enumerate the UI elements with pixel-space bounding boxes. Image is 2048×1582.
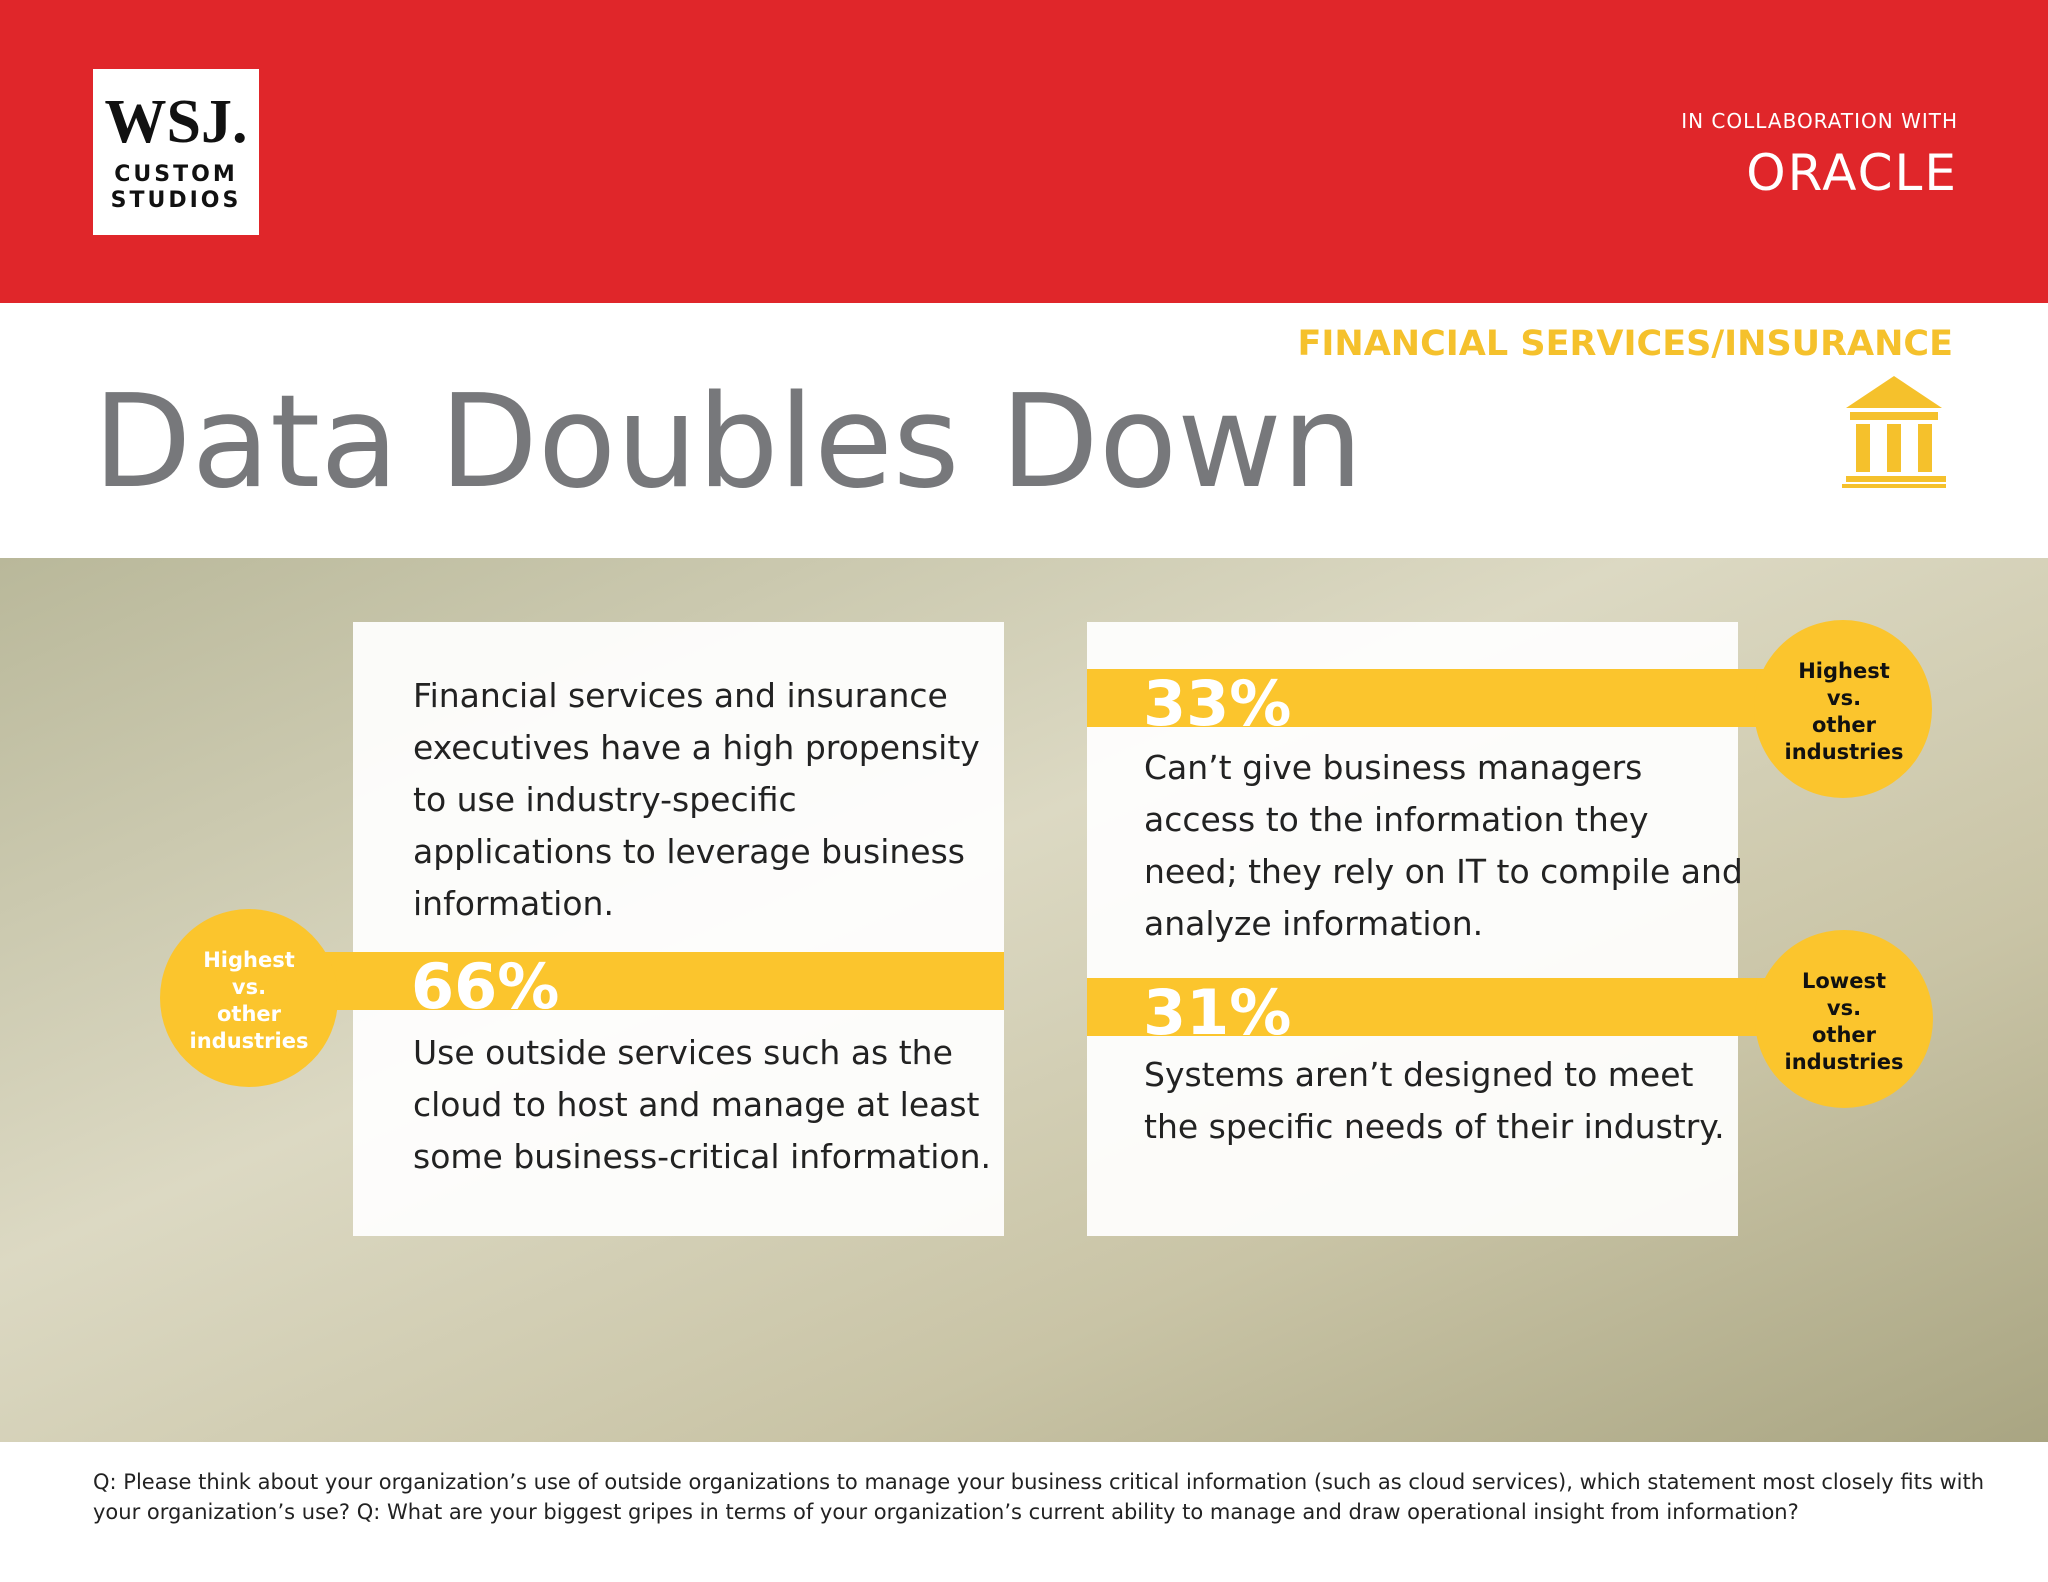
stat-value: 66% [411,950,559,1023]
stat-band [250,952,1004,1010]
badge-circle [160,909,338,1087]
body-text: applications to leverage business [413,832,965,871]
header-band [0,0,2048,303]
logo-studios: STUDIOS [111,188,242,213]
badge-circle [1755,930,1933,1108]
partner-logo: ORACLE [1746,144,1958,202]
badge-text: vs. [1827,686,1861,710]
title: Data Doubles Down [93,368,1363,517]
body-text: analyze information. [1144,904,1483,943]
stat-band [1087,669,1855,727]
bank-icon [1842,376,1946,488]
left-card [353,622,1004,1236]
stat-band [1087,978,1855,1036]
badge-text: other [1812,713,1877,737]
body-text: Systems aren’t designed to meet [1144,1055,1694,1094]
logo-box [93,69,259,235]
body-text: need; they rely on IT to compile and [1144,852,1743,891]
body-text: the specific needs of their industry. [1144,1107,1725,1146]
badge-circle [1754,620,1932,798]
badge-text: Highest [1798,659,1890,683]
collaboration: IN COLLABORATION WITH [1681,109,1958,133]
badge-text: vs. [1827,996,1861,1020]
body-text: Financial services and insurance [413,676,948,715]
badge-text: other [1812,1023,1877,1047]
body-text: some business-critical information. [413,1137,991,1176]
badge-text: vs. [232,975,266,999]
stat-value: 33% [1143,667,1291,740]
body-text: Can’t give business managers [1144,748,1642,787]
body-text: access to the information they [1144,800,1649,839]
badge-text: industries [1785,1050,1904,1074]
body-text: executives have a high propensity [413,728,980,767]
badge-text: other [217,1002,282,1026]
badge-text: industries [1785,740,1904,764]
body-text: information. [413,884,614,923]
footnote: Q: Please think about your organization’… [93,1470,1984,1494]
body-text: cloud to host and manage at least [413,1085,980,1124]
logo-custom: CUSTOM [114,162,237,187]
body-text: to use industry-specific [413,780,797,819]
body-text: Use outside services such as the [413,1033,953,1072]
logo-wsj: WSJ. [105,88,248,156]
stat-value: 31% [1143,976,1291,1049]
badge-text: Highest [203,948,295,972]
badge-text: Lowest [1802,969,1886,993]
category: FINANCIAL SERVICES/INSURANCE [1297,324,1953,364]
footnote: your organization’s use? Q: What are you… [93,1500,1799,1524]
badge-text: industries [190,1029,309,1053]
